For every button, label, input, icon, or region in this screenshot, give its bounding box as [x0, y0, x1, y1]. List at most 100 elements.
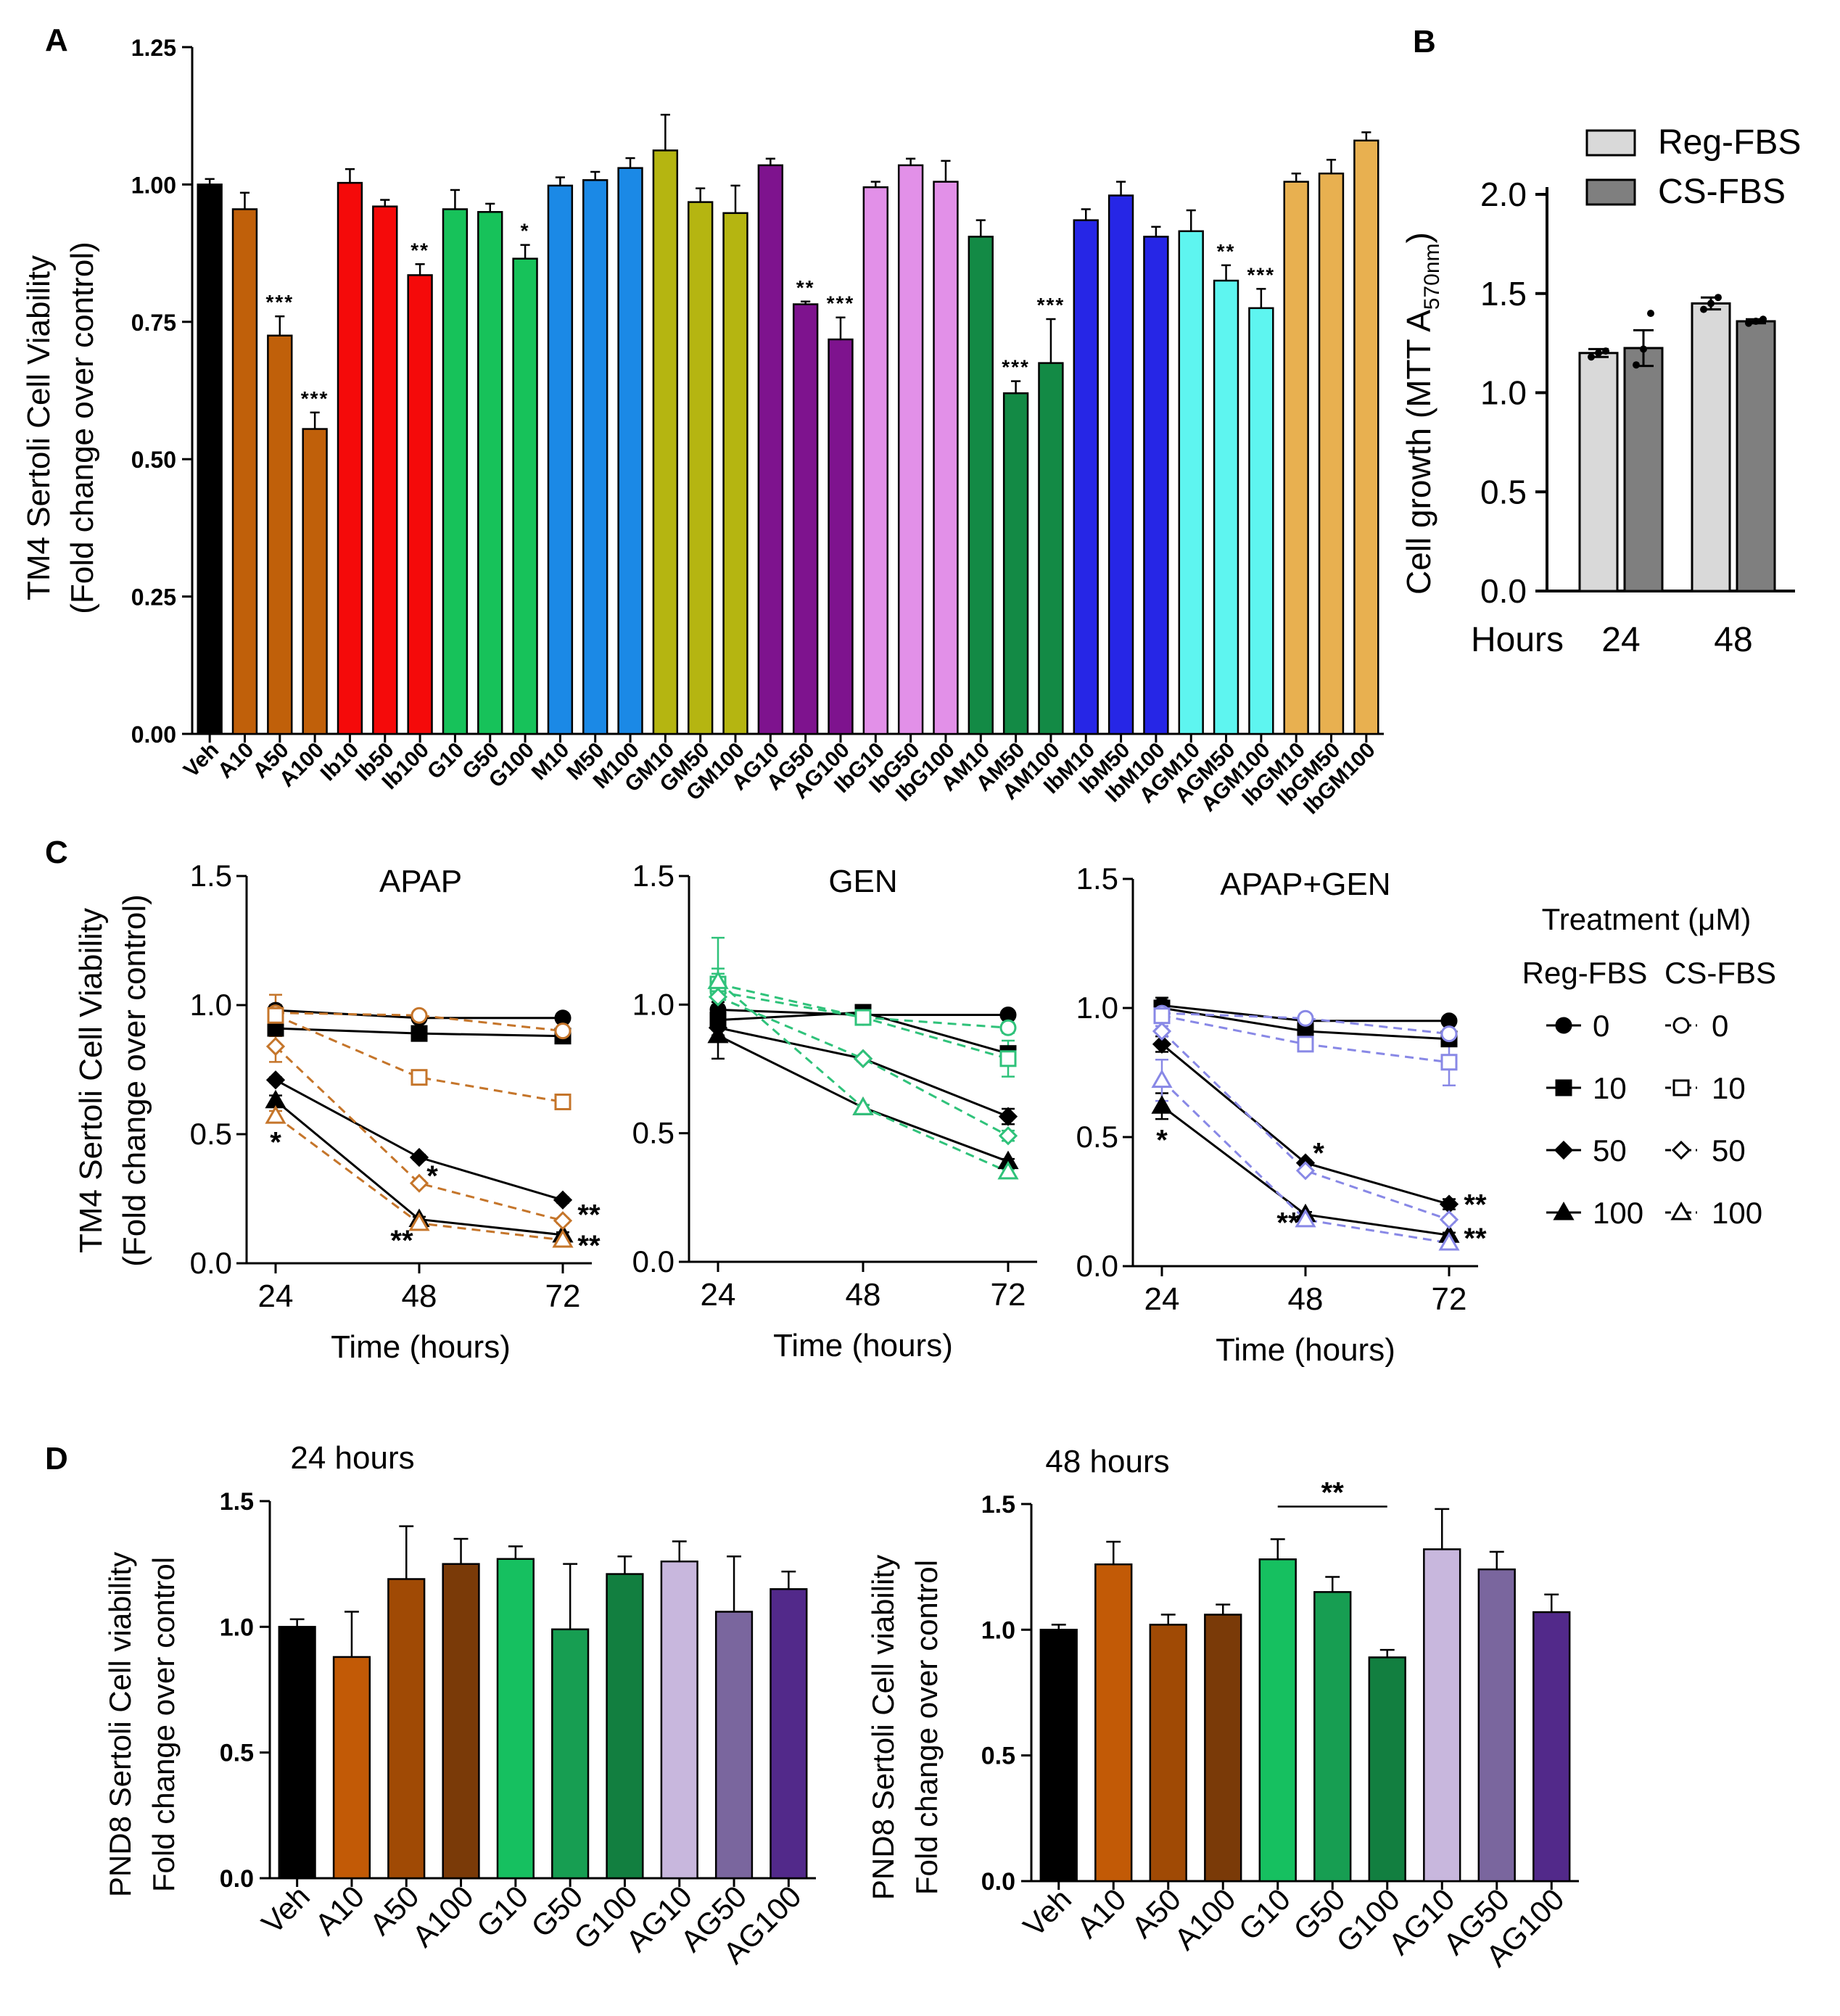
x-tick-label: 24 [1601, 621, 1640, 659]
bar-g100 [606, 1573, 644, 1880]
panel-letter-d: D [45, 1441, 68, 1476]
y-tick-label: 1.5 [1076, 862, 1118, 896]
y-tick-label: 0.5 [632, 1116, 674, 1150]
legend-label: CS-FBS [1658, 173, 1786, 211]
x-tick-label: 24 [1144, 1281, 1180, 1317]
significance-label: *** [1037, 294, 1065, 316]
x-axis-label: Time (hours) [1216, 1332, 1395, 1368]
legend-c: Treatment (μM) Reg-FBS CS-FBS 0 0 10 10 50 50… [1522, 902, 1776, 1230]
panel-c: C TM4 Sertoli Cell Viability (Fold chang… [45, 835, 1776, 1368]
marker-diamond [1295, 1161, 1316, 1181]
marker-diamond [265, 1070, 286, 1090]
legend-c-col-reg: Reg-FBS [1522, 956, 1648, 990]
y-tick-label: 1.5 [1480, 275, 1527, 313]
y-tick-label: 1.0 [1480, 374, 1527, 412]
y-tick-label: 1.25 [131, 35, 176, 61]
y-axis-label-a-line2: (Fold change over control) [65, 241, 100, 614]
bar-ib50 [372, 205, 398, 735]
x-tick-label: 48 [402, 1278, 437, 1314]
significance-label: ** [577, 1199, 601, 1231]
significance-label: * [426, 1160, 438, 1192]
marker-triangle [552, 1228, 574, 1248]
significance-label: ** [1217, 240, 1236, 263]
y-tick-label: 0.50 [131, 447, 176, 473]
y-axis-label-a-line1: TM4 Sertoli Cell Viability [21, 255, 57, 600]
bar-a50 [387, 1578, 426, 1880]
x-tick-label: 48 [1288, 1281, 1324, 1317]
series-line-cs-fbs-0 [1161, 1012, 1450, 1036]
y-axis-label-b-sub: 570nm [1420, 243, 1444, 310]
x-tick-label: Ib10 [316, 738, 364, 786]
marker-diamond [553, 1190, 573, 1210]
data-point [1640, 345, 1647, 353]
x-tick-label: A10 [213, 738, 258, 783]
marker-circle [1672, 1017, 1690, 1034]
marker-triangle [1438, 1231, 1460, 1251]
y-tick-label: 0.0 [220, 1865, 254, 1893]
significance-label: * [270, 1127, 281, 1159]
legend-swatch [1585, 129, 1636, 157]
bar-g50 [1313, 1591, 1352, 1883]
bar-g10 [1258, 1558, 1297, 1883]
bar-ag100 [770, 1588, 808, 1880]
bar-am50 [1002, 392, 1029, 735]
x-axis-label-b: Hours [1471, 621, 1564, 659]
y-axis-label-c-line1: TM4 Sertoli Cell Viability [73, 908, 109, 1253]
bar-cs-fbs [1623, 347, 1664, 592]
x-tick-label: A10 [308, 1879, 371, 1941]
bar-ag10 [660, 1560, 698, 1880]
bar-veh [278, 1626, 316, 1880]
panel-letter-a: A [45, 22, 68, 58]
y-tick-label: 2.0 [1480, 175, 1527, 213]
marker-square [411, 1025, 428, 1042]
bar-ibm10 [1073, 219, 1099, 735]
legend-b: Reg-FBS CS-FBS [1585, 123, 1801, 211]
y-tick-label: 0.00 [131, 722, 176, 748]
y-tick-label: 1.5 [981, 1491, 1015, 1519]
bar-ag50 [1477, 1568, 1516, 1883]
x-tick-label: 48 [1714, 621, 1752, 659]
marker-triangle [707, 970, 729, 989]
marker-triangle [1151, 1069, 1173, 1088]
significance-label: *** [301, 387, 329, 410]
bar-ag100 [828, 338, 854, 735]
bar-ag100 [1532, 1611, 1571, 1883]
data-point [1647, 310, 1654, 318]
legend-dose-reg: 100 [1593, 1196, 1643, 1230]
series-line-cs-fbs-0 [275, 1012, 564, 1033]
legend-dose-cs: 0 [1712, 1009, 1728, 1043]
y-tick-label: 0.25 [131, 584, 176, 611]
marker-diamond [708, 987, 728, 1007]
x-tick-label: Veh [1017, 1882, 1078, 1943]
marker-diamond [409, 1173, 429, 1193]
marker-square [1672, 1079, 1690, 1096]
marker-circle [1555, 1017, 1572, 1034]
bar-ib100 [407, 274, 433, 735]
x-axis-label: Time (hours) [773, 1328, 953, 1363]
bar-a10 [332, 1656, 371, 1880]
bar-ibg10 [862, 186, 888, 735]
marker-triangle [1295, 1208, 1316, 1228]
data-point [1602, 347, 1609, 355]
bar-a100 [302, 428, 328, 735]
plot-d-48h: 0.00.51.01.5VehA10A50A100G10G50G100AG10A… [981, 1444, 1579, 1973]
series-line-reg-fbs-50 [1161, 1043, 1450, 1206]
legend-dose-cs: 100 [1712, 1196, 1762, 1230]
bar-ag50 [714, 1611, 754, 1880]
marker-square [411, 1069, 428, 1086]
marker-circle [1440, 1025, 1458, 1043]
bar-ibm50 [1107, 194, 1134, 735]
marker-diamond [1152, 1034, 1172, 1054]
marker-diamond [998, 1126, 1018, 1146]
y-tick-label: 1.0 [981, 1616, 1015, 1644]
bar-ibgm50 [1318, 172, 1345, 735]
bar-a10 [231, 208, 258, 735]
bar-g100 [1368, 1656, 1406, 1883]
marker-diamond [1554, 1140, 1574, 1160]
plot-c-gen: 0.0 0.5 1.0 1.5 24 48 72 Time (hours) GEN [632, 859, 1037, 1363]
marker-triangle [997, 1160, 1019, 1180]
y-tick-label: 1.0 [1076, 991, 1118, 1025]
bar-ibm100 [1143, 236, 1169, 735]
marker-diamond [1671, 1140, 1691, 1160]
marker-circle [999, 1019, 1017, 1036]
